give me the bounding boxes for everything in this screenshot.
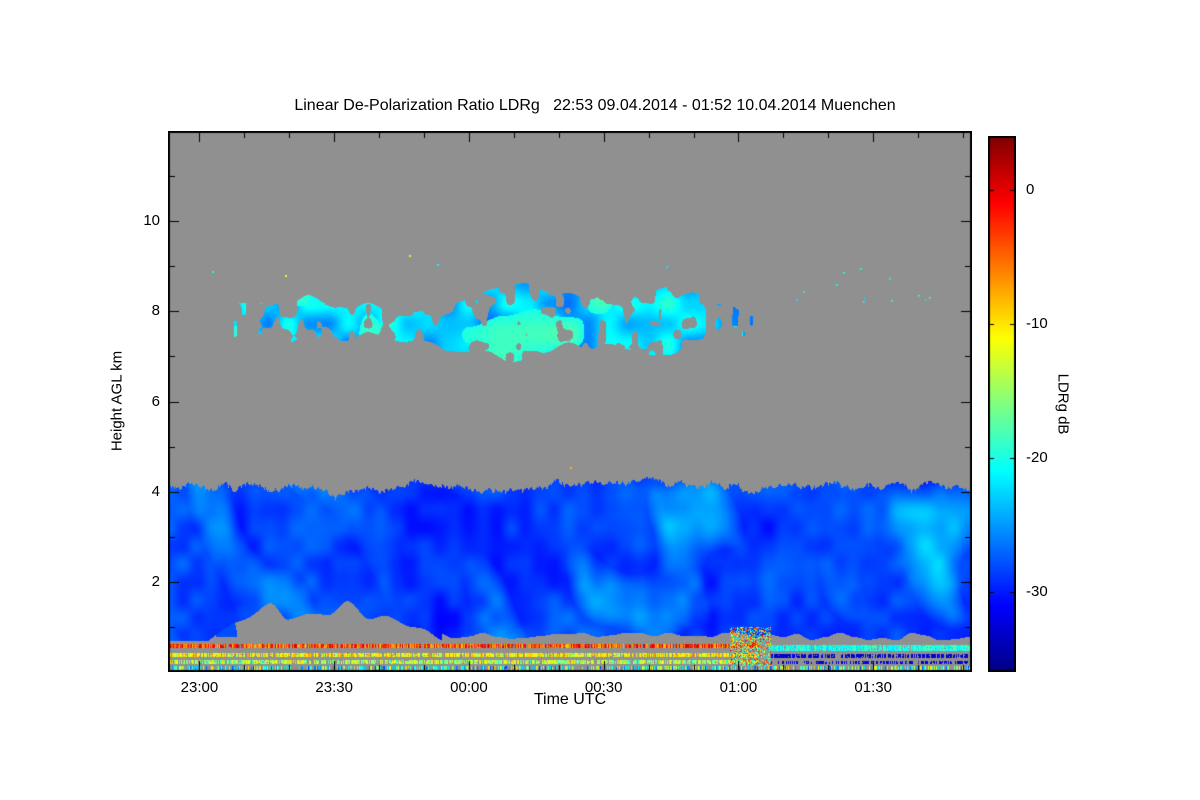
x-tick-label: 23:00 bbox=[180, 679, 219, 696]
heatmap-plot bbox=[168, 131, 972, 672]
y-tick-label: 8 bbox=[151, 302, 160, 320]
colorbar-title: LDRg dB bbox=[1054, 373, 1072, 435]
y-tick-label: 4 bbox=[151, 482, 160, 500]
x-axis-ticks: 23:00 23:30 00:00 00:30 01:00 01:30 bbox=[0, 679, 1200, 699]
x-tick-label: 00:30 bbox=[584, 679, 623, 696]
colorbar bbox=[988, 136, 1016, 672]
y-tick-label: 2 bbox=[151, 572, 160, 590]
colorbar-tick-label: -10 bbox=[1026, 314, 1048, 332]
colorbar-tick-label: -30 bbox=[1026, 582, 1048, 600]
chart-title: Linear De-Polarization Ratio LDRg 22:53 … bbox=[294, 97, 896, 114]
colorbar-tick-label: 0 bbox=[1026, 180, 1035, 198]
x-tick-label: 01:00 bbox=[719, 679, 758, 696]
x-tick-label: 23:30 bbox=[315, 679, 353, 696]
y-axis-title: Height AGL km bbox=[108, 350, 126, 452]
colorbar-tick-label: -20 bbox=[1026, 448, 1048, 466]
x-tick-label: 00:00 bbox=[450, 679, 488, 696]
y-tick-label: 10 bbox=[143, 212, 160, 230]
x-tick-label: 01:30 bbox=[854, 679, 892, 696]
x-axis-title: Time UTC bbox=[533, 691, 607, 708]
